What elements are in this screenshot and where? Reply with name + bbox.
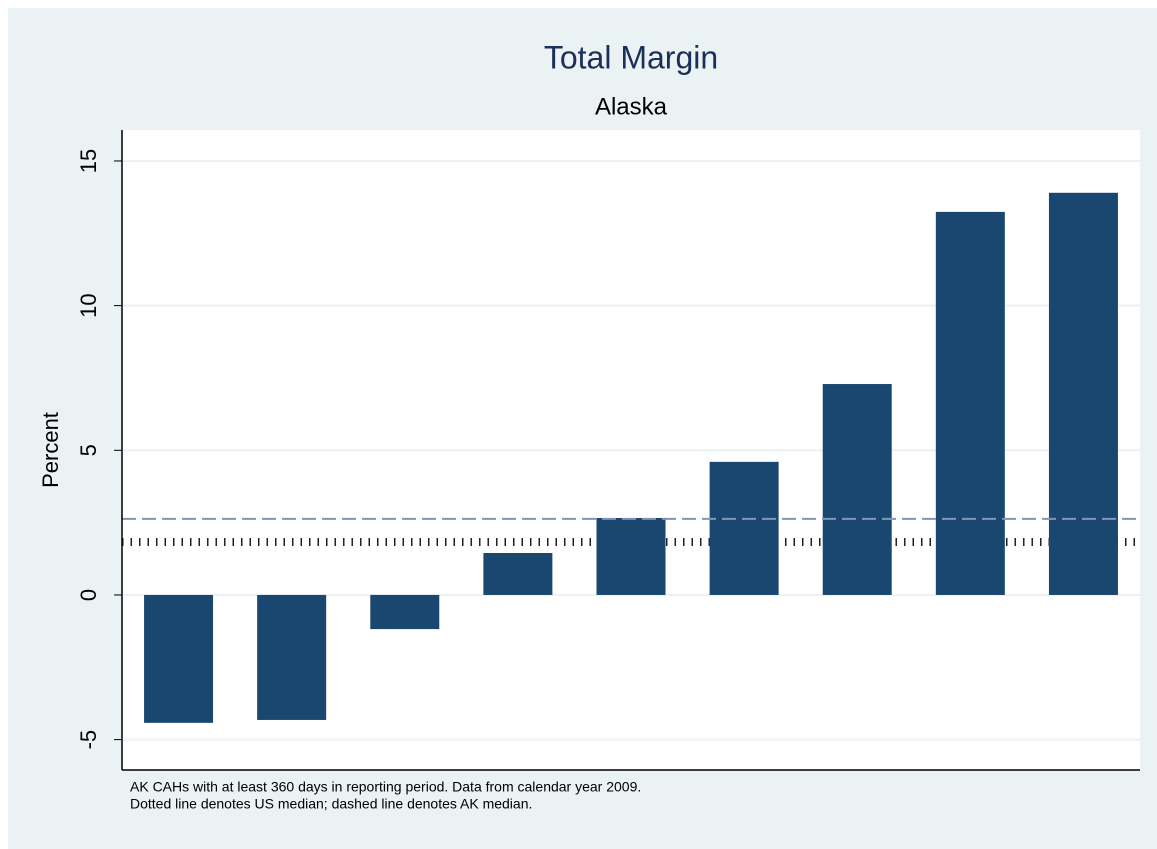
- bar: [370, 594, 440, 630]
- note: AK CAHs with at least 360 days in report…: [130, 779, 641, 795]
- bar: [1048, 192, 1118, 595]
- bar: [596, 517, 666, 595]
- y-tick-label: 0: [76, 589, 101, 601]
- y-axis-label: Percent: [38, 412, 63, 488]
- bar: [935, 211, 1005, 595]
- note: Dotted line denotes US median; dashed li…: [130, 796, 532, 812]
- y-tick-label: 5: [76, 444, 101, 456]
- chart-title: Total Margin: [544, 39, 718, 75]
- bar: [144, 594, 214, 723]
- bar: [709, 461, 779, 595]
- y-tick-label: 15: [76, 149, 101, 173]
- bar: [822, 384, 892, 595]
- bar: [257, 594, 327, 720]
- chart-subtitle: Alaska: [595, 93, 668, 120]
- y-tick-label: -5: [76, 730, 101, 750]
- y-tick-label: 10: [76, 293, 101, 317]
- bar: [483, 553, 553, 595]
